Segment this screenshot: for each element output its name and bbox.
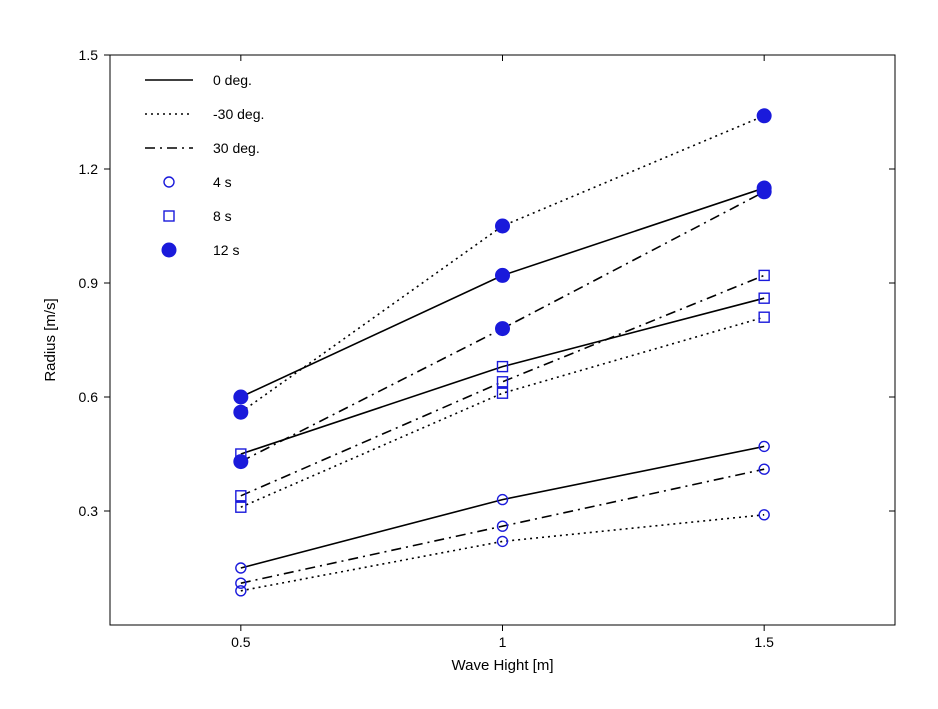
x-tick-label: 1.5 [754, 634, 774, 650]
legend-item-label: 4 s [213, 174, 232, 190]
scatter-line-chart: 0.5 1 1.5 0.3 0.6 0.9 1.2 1.5 Wave Hight [m] Radi… [0, 0, 938, 709]
y-tick-label: 1.2 [79, 161, 99, 177]
legend-item-label: -30 deg. [213, 106, 264, 122]
y-axis-label: Radius [m/s] [42, 298, 59, 381]
y-tick-label: 1.5 [79, 47, 99, 63]
x-tick-label: 1 [499, 634, 507, 650]
x-axis-label: Wave Hight [m] [452, 657, 554, 674]
y-tick-label: 0.3 [79, 503, 99, 519]
y-tick-label: 0.9 [79, 275, 99, 291]
legend-item-label: 0 deg. [213, 72, 252, 88]
legend-item-label: 8 s [213, 208, 232, 224]
x-tick-label: 0.5 [231, 634, 251, 650]
legend-item-label: 12 s [213, 242, 239, 258]
y-tick-label: 0.6 [79, 389, 99, 405]
legend-item-label: 30 deg. [213, 140, 260, 156]
